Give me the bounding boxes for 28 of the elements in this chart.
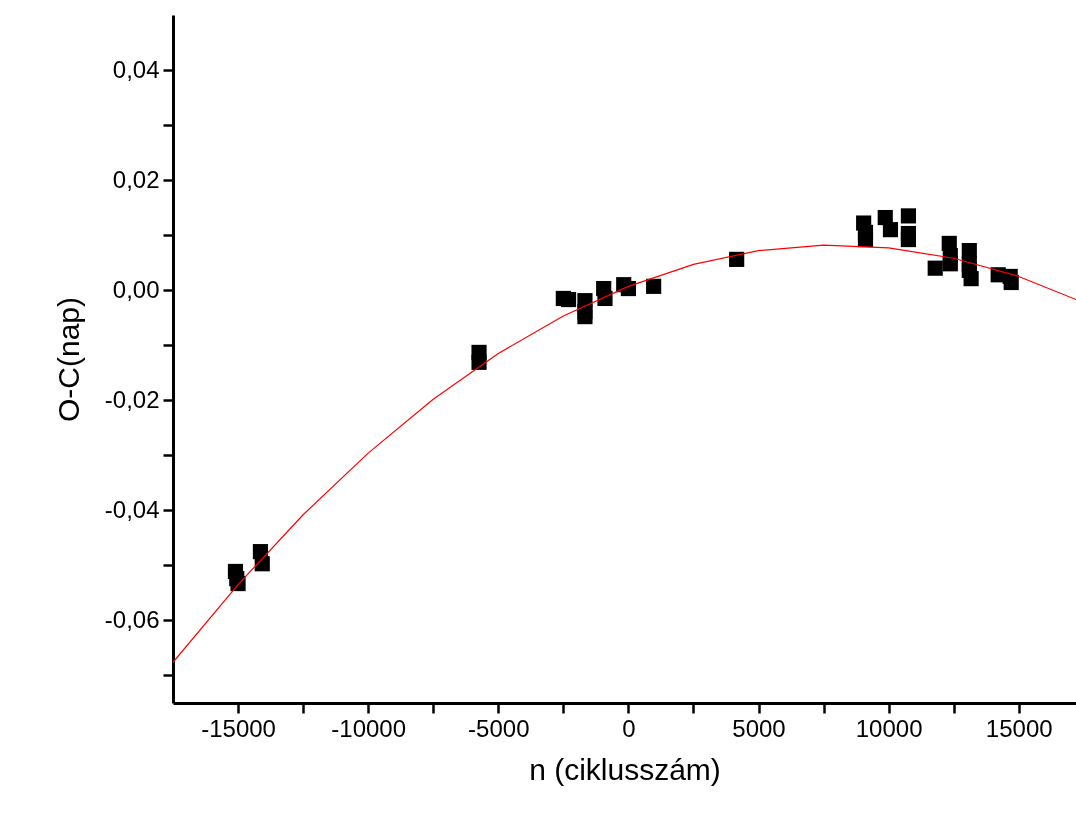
y-tick-label: -0,02: [104, 385, 160, 413]
point: [229, 571, 245, 587]
point: [577, 309, 593, 325]
y-tick-label: 0,00: [112, 275, 160, 303]
x-tick-label: 0: [622, 714, 636, 742]
x-tick-label: 5000: [732, 714, 786, 742]
x-axis-title: n (ciklusszám): [529, 752, 721, 786]
y-tick-label: 0,02: [112, 165, 160, 193]
point: [927, 260, 943, 276]
x-tick-label: -15000: [201, 714, 276, 742]
point: [900, 231, 916, 248]
y-axis-title: O-C(nap): [51, 296, 85, 423]
point: [900, 208, 916, 224]
point: [961, 262, 977, 278]
point: [857, 231, 874, 248]
x-tick-label: -10000: [331, 714, 407, 742]
line-series: [173, 244, 1076, 663]
point: [882, 222, 899, 238]
y-tick-label: -0,06: [104, 605, 160, 633]
x-tick-label: 15000: [985, 714, 1053, 742]
point: [471, 354, 487, 370]
y-tick-label: 0,04: [112, 55, 160, 83]
point: [254, 556, 270, 572]
y-tick-label: -0,04: [104, 495, 160, 523]
x-tick-label: 10000: [855, 714, 923, 742]
point: [646, 278, 662, 294]
x-tick-label: -5000: [468, 714, 530, 742]
point: [560, 291, 577, 308]
